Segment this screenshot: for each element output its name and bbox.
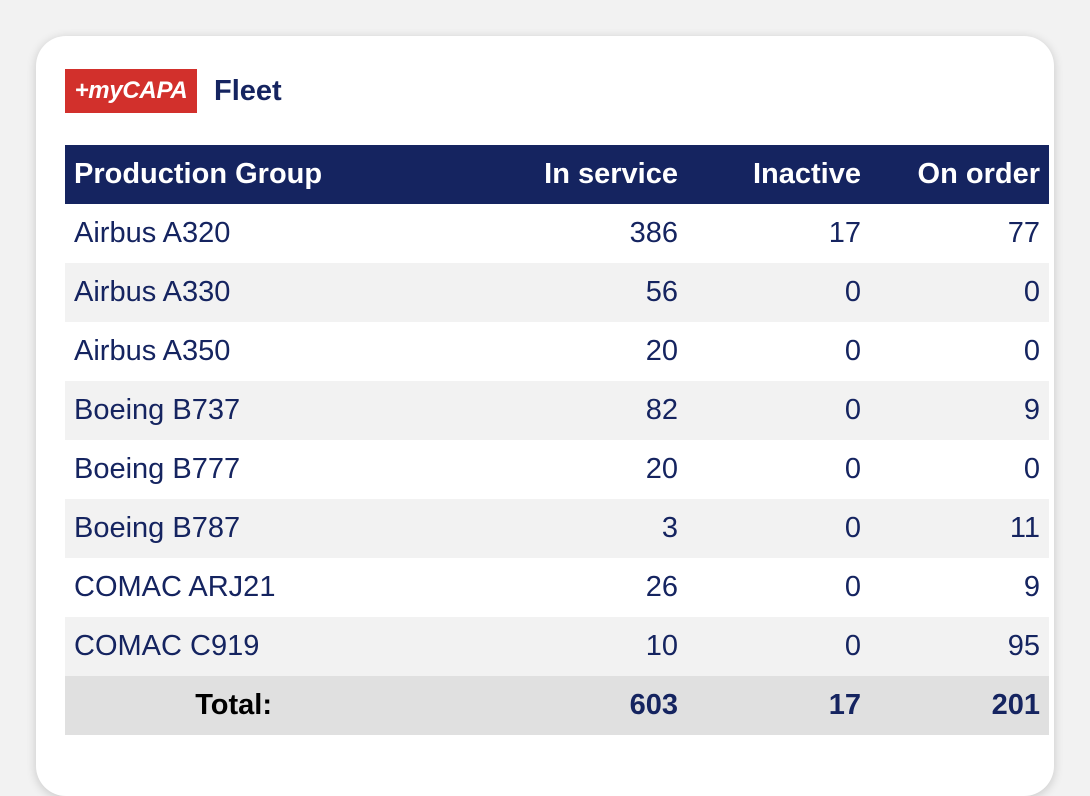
column-header-in-service: In service xyxy=(544,158,678,190)
cell-on-order: 77 xyxy=(1007,217,1040,249)
card-title: Fleet xyxy=(214,74,282,107)
total-inactive: 17 xyxy=(828,689,861,721)
cell-inactive: 0 xyxy=(844,453,861,485)
fleet-card: +myCAPA Fleet Production Group In servic… xyxy=(36,36,1054,796)
table-row: Airbus A350 20 0 0 xyxy=(65,322,1049,381)
cell-production-group: COMAC C919 xyxy=(74,630,260,662)
card-header: +myCAPA Fleet xyxy=(65,69,282,113)
cell-in-service: 20 xyxy=(645,335,678,367)
cell-inactive: 0 xyxy=(844,335,861,367)
cell-production-group: Airbus A330 xyxy=(74,276,231,308)
cell-inactive: 0 xyxy=(844,630,861,662)
total-label: Total: xyxy=(195,689,272,721)
total-row: Total: 603 17 201 xyxy=(65,676,1049,735)
table-row: Boeing B787 3 0 11 xyxy=(65,499,1049,558)
cell-on-order: 9 xyxy=(1023,571,1040,603)
cell-inactive: 0 xyxy=(844,571,861,603)
cell-production-group: Airbus A320 xyxy=(74,217,231,249)
cell-on-order: 0 xyxy=(1023,335,1040,367)
fleet-table: Production Group In service Inactive On … xyxy=(65,145,1049,735)
cell-in-service: 10 xyxy=(645,630,678,662)
cell-production-group: COMAC ARJ21 xyxy=(74,571,276,603)
table-row: Boeing B777 20 0 0 xyxy=(65,440,1049,499)
cell-on-order: 11 xyxy=(1009,512,1040,544)
total-in-service: 603 xyxy=(629,689,678,721)
cell-in-service: 56 xyxy=(645,276,678,308)
cell-production-group: Boeing B777 xyxy=(74,453,241,485)
cell-production-group: Airbus A350 xyxy=(74,335,231,367)
table-row: COMAC C919 10 0 95 xyxy=(65,617,1049,676)
total-on-order: 201 xyxy=(991,689,1040,721)
cell-on-order: 0 xyxy=(1023,453,1040,485)
cell-in-service: 26 xyxy=(645,571,678,603)
table-row: Airbus A330 56 0 0 xyxy=(65,263,1049,322)
cell-inactive: 0 xyxy=(844,512,861,544)
cell-inactive: 0 xyxy=(844,276,861,308)
cell-in-service: 386 xyxy=(629,217,678,249)
cell-inactive: 17 xyxy=(828,217,861,249)
mycapa-logo[interactable]: +myCAPA xyxy=(65,69,197,113)
cell-inactive: 0 xyxy=(844,394,861,426)
cell-on-order: 9 xyxy=(1023,394,1040,426)
cell-on-order: 0 xyxy=(1023,276,1040,308)
cell-production-group: Boeing B787 xyxy=(74,512,241,544)
cell-production-group: Boeing B737 xyxy=(74,394,241,426)
cell-in-service: 20 xyxy=(645,453,678,485)
column-header-inactive: Inactive xyxy=(753,158,861,190)
table-row: Boeing B737 82 0 9 xyxy=(65,381,1049,440)
column-header-production-group: Production Group xyxy=(74,158,323,190)
cell-in-service: 3 xyxy=(661,512,678,544)
table-header-row: Production Group In service Inactive On … xyxy=(65,145,1049,204)
table-row: COMAC ARJ21 26 0 9 xyxy=(65,558,1049,617)
column-header-on-order: On order xyxy=(917,158,1040,190)
cell-in-service: 82 xyxy=(645,394,678,426)
table-row: Airbus A320 386 17 77 xyxy=(65,204,1049,263)
cell-on-order: 95 xyxy=(1007,630,1040,662)
